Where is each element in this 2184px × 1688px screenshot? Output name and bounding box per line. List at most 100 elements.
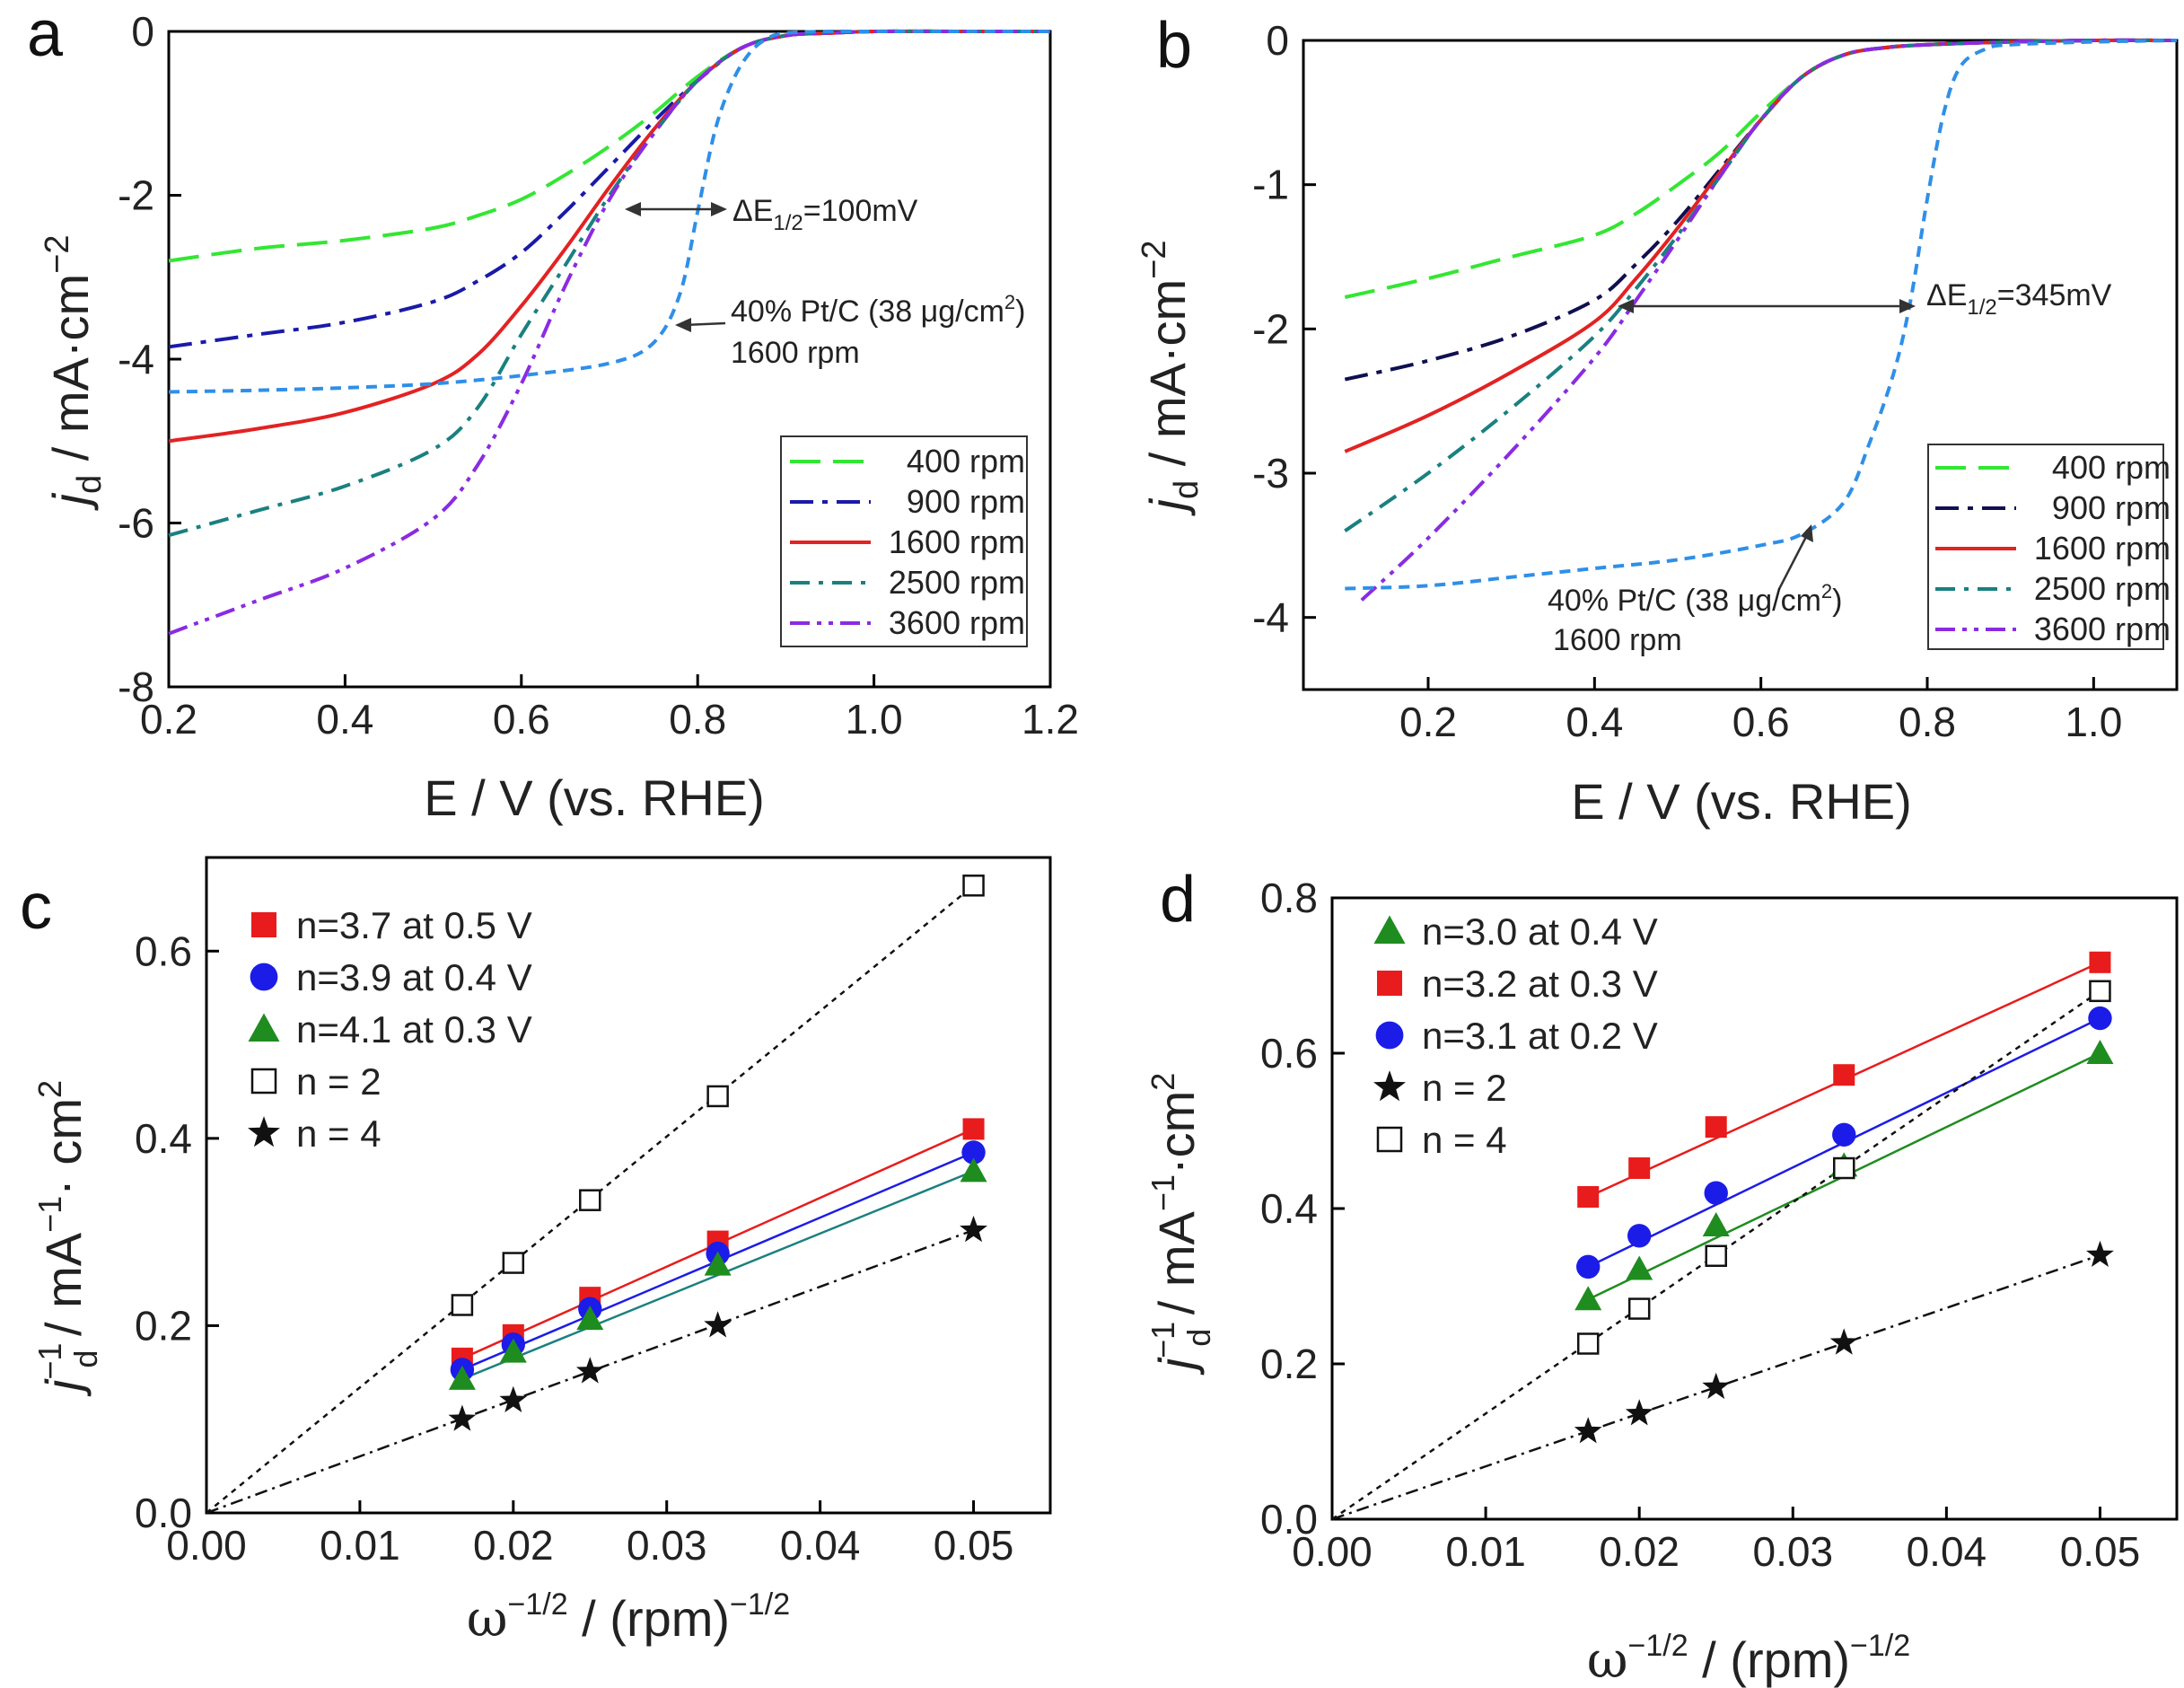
panel-d: d 0.00 0.01 0.02 0.03 0.04 0.050.00.20.40.60.…	[1145, 864, 2179, 1688]
panel-a-delta-annotation: ΔE1/2=100mV	[625, 194, 918, 235]
panel-c-xtick-label: 0.01	[320, 1522, 400, 1569]
panel-a-ytick-label: -6	[118, 500, 154, 547]
panel-c-xtick-label: 0.04	[780, 1522, 861, 1569]
panel-d-letter: d	[1160, 864, 1196, 936]
panel-a-series-1	[168, 29, 1050, 349]
panel-d-point	[2086, 1240, 2114, 1267]
panel-c-point	[962, 875, 985, 897]
panel-b-frame	[1302, 39, 2179, 691]
panel-c-point	[448, 1404, 477, 1431]
panel-c-legend-marker	[248, 1116, 280, 1147]
panel-c-ytick-label: 0.6	[135, 928, 192, 974]
panel-d-ytick-label: 0.0	[1260, 1496, 1318, 1543]
panel-b-series-1	[1344, 38, 2178, 382]
panel-b-xtick-label: 0.8	[1899, 699, 1956, 745]
panel-b-ptc-annotation: 40% Pt/C (38 μg/cm2) 1600 rpm	[1548, 524, 1843, 657]
panel-a-xtick-label: 0.8	[669, 696, 726, 743]
panel-c-legend-label: n=4.1 at 0.3 V	[296, 1008, 532, 1051]
panel-c-point	[704, 1311, 732, 1338]
panel-b-xtick-label: 0.6	[1732, 699, 1790, 745]
svg-text:1600 rpm: 1600 rpm	[731, 336, 860, 370]
panel-d-ytick-label: 0.8	[1260, 875, 1318, 921]
panel-d-point	[1576, 1254, 1601, 1279]
panel-c-ytick-label: 0.0	[135, 1490, 192, 1536]
panel-c-plot: 0.00 0.01 0.02 0.03 0.04 0.05 0.0 0.2 0.4 0.6	[135, 856, 1052, 1569]
panel-c-point	[960, 1157, 987, 1182]
panel-b-series-0	[1344, 38, 2178, 299]
panel-d-ylabel: j−1d / mA−1·cm2	[1145, 1073, 1217, 1376]
panel-c-point	[706, 1085, 729, 1108]
panel-a-legend-label: 2500 rpm	[889, 564, 1025, 601]
panel-d-ytick-label: 0.6	[1260, 1030, 1318, 1077]
panel-a-ytick-label: -4	[118, 336, 154, 382]
panel-d-ytick-label: 0.2	[1260, 1341, 1318, 1387]
panel-d-point	[1574, 1286, 1602, 1311]
panel-d-point	[1626, 1255, 1653, 1280]
panel-d-ytick-label: 0.4	[1260, 1185, 1318, 1232]
svg-text:40% Pt/C (38 μg/cm2): 40% Pt/C (38 μg/cm2)	[1548, 580, 1843, 618]
panel-d-point	[1702, 1372, 1731, 1400]
panel-c-point	[451, 1294, 474, 1316]
panel-b-ylabel: jd / mA·cm−2	[1136, 241, 1206, 517]
panel-d-xtick-label: 0.01	[1445, 1528, 1526, 1575]
panel-a-plot: 0.2 0.4 0.6 0.8 1.0 1.2 0 -2 -4 -6 -8	[118, 8, 1079, 743]
panel-c-xtick-label: 0.02	[473, 1522, 554, 1569]
panel-b-legend-label: 400 rpm	[2052, 449, 2171, 486]
panel-d-point	[1833, 1064, 1855, 1086]
panel-d-point	[1832, 1156, 1855, 1180]
svg-text:40% Pt/C (38 μg/cm2): 40% Pt/C (38 μg/cm2)	[731, 291, 1026, 329]
panel-d-fit-line-3	[1331, 1253, 2101, 1521]
panel-d-xtick-label: 0.03	[1753, 1528, 1834, 1575]
svg-text:1600 rpm: 1600 rpm	[1553, 623, 1682, 657]
panel-b-xtick-label: 0.2	[1399, 699, 1457, 745]
panel-d-point	[1705, 1244, 1727, 1268]
panel-d-xtick-label: 0.04	[1907, 1528, 1987, 1575]
panel-c-point	[499, 1385, 528, 1412]
panel-d-legend-marker	[1376, 1126, 1403, 1153]
panel-c-point	[962, 1118, 985, 1140]
panel-d-legend-marker	[1377, 971, 1402, 996]
panel-c-legend: n=3.7 at 0.5 V n=3.9 at 0.4 V n=4.1 at 0.3…	[248, 904, 532, 1155]
panel-d-point	[1627, 1297, 1651, 1320]
panel-c-point	[575, 1357, 604, 1384]
panel-b-plot: 0.2 0.4 0.6 0.8 1.0 0 -1 -2 -3 -4	[1252, 17, 2179, 745]
panel-a-ytick-label: -2	[118, 172, 154, 219]
panel-a-legend-label: 3600 rpm	[889, 604, 1025, 641]
panel-a-series-0	[168, 29, 1050, 263]
panel-d-point	[1704, 1181, 1728, 1205]
panel-c-frame	[205, 856, 1052, 1515]
panel-a-ptc-annotation: 40% Pt/C (38 μg/cm2) 1600 rpm	[675, 291, 1026, 370]
panel-c-point	[704, 1251, 732, 1276]
panel-d-xtick-label: 0.00	[1292, 1528, 1373, 1575]
panel-c-ylabel: j−1d / mA−1· cm2	[31, 1080, 104, 1397]
panel-d-point	[1577, 1186, 1600, 1209]
panel-b-letter: b	[1156, 10, 1192, 82]
panel-c-legend-label: n=3.9 at 0.4 V	[296, 956, 532, 998]
panel-a-xtick-label: 1.2	[1022, 696, 1079, 743]
panel-d-legend-label: n = 4	[1422, 1119, 1507, 1161]
panel-c-fit-line-3	[206, 884, 975, 1514]
panel-a-xtick-label: 1.0	[846, 696, 903, 743]
panel-c-point	[961, 1140, 986, 1165]
panel-b-ytick-label: -3	[1252, 450, 1289, 497]
panel-d-plot: 0.00 0.01 0.02 0.03 0.04 0.05 0.0 0.2 0.4 0.6 0.8	[1260, 875, 2179, 1575]
panel-b-legend-label: 900 rpm	[2052, 489, 2171, 526]
panel-a-ytick-label: -8	[118, 664, 154, 710]
panel-c-legend-marker	[250, 1068, 277, 1095]
panel-d-point	[2086, 1040, 2114, 1064]
panel-d-xtick-label: 0.02	[1599, 1528, 1680, 1575]
panel-d-point	[1705, 1116, 1727, 1139]
panel-c-legend-marker	[248, 1013, 280, 1042]
panel-d-legend-label: n = 2	[1422, 1067, 1507, 1109]
panel-a-xtick-label: 0.4	[316, 696, 373, 743]
panel-c-legend-marker	[251, 912, 276, 937]
panel-c: c 0.00 0.01 0.02 0.03 0.04 0.05 0.0 0.2 0.4 0.6 ω…	[20, 856, 1052, 1648]
panel-b-legend-label: 2500 rpm	[2034, 570, 2171, 607]
panel-c-point	[499, 1338, 527, 1363]
svg-text:ΔE1/2=345mV: ΔE1/2=345mV	[1926, 278, 2112, 320]
panel-d-legend-marker	[1373, 915, 1406, 944]
panel-b-legend-label: 1600 rpm	[2034, 530, 2171, 567]
panel-a-ylabel: jd / mA·cm−2	[39, 235, 109, 512]
panel-c-ytick-label: 0.4	[135, 1115, 192, 1162]
